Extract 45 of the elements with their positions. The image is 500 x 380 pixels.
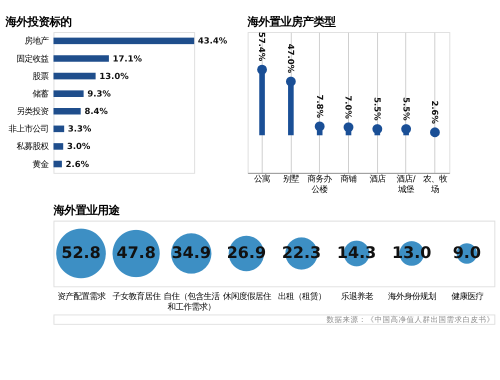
data-label: 5.5% — [372, 97, 382, 122]
y-tick-label: 私募股权 — [16, 141, 48, 152]
y-tick-label: 固定收益 — [16, 53, 48, 64]
data-label: 3.0% — [66, 141, 91, 152]
chart-title: 海外置业房产类型 — [246, 15, 336, 28]
data-label: 47.0% — [286, 44, 296, 74]
data-label: 2.6% — [430, 100, 440, 124]
data-label: 9.3% — [87, 88, 112, 98]
x-tick-label: 商铺 — [340, 174, 356, 184]
x-tick-label: 酒店/城堡 — [396, 174, 416, 194]
x-tick-label: 商务办公楼 — [308, 174, 332, 194]
y-tick-label: 股票 — [32, 70, 48, 81]
data-label: 43.4% — [198, 36, 228, 46]
x-tick-label: 农、牧场 — [422, 174, 447, 194]
category-label: 资产配置需求 — [57, 290, 106, 301]
data-label: 52.8 — [61, 243, 101, 262]
y-tick-label: 房地产 — [24, 36, 48, 46]
y-tick-label: 另类投资 — [16, 106, 48, 116]
text: 海外置业用途 — [52, 204, 120, 218]
y-tick-label: 非上市公司 — [8, 124, 48, 134]
data-label: 5.5% — [401, 97, 412, 122]
source-note: 数据来源：《中国高净值人群出国需求白皮书》 — [326, 314, 494, 324]
data-label: 17.1% — [112, 53, 142, 64]
data-label: 34.9 — [172, 243, 211, 262]
data-label: 57.4% — [257, 32, 268, 62]
data-label: 3.3% — [68, 124, 92, 134]
data-label: 13.0% — [99, 70, 130, 81]
data-label: 7.0% — [344, 95, 354, 120]
y-tick-label: 储蓄 — [32, 88, 48, 98]
category-label: 自住（包含生活和工作需求） — [164, 290, 220, 312]
data-label: 47.8 — [116, 243, 156, 262]
category-label: 健康医疗 — [451, 290, 484, 301]
data-label: 8.4% — [84, 106, 108, 116]
chart-title: 海外投资标的 — [4, 16, 72, 29]
y-tick-label: 黄金 — [32, 158, 48, 169]
category-label: 乐退养老 — [341, 290, 374, 301]
x-tick-label: 别墅 — [282, 174, 299, 184]
data-label: 2.6% — [66, 158, 90, 169]
category-label: 子女教育居住 — [112, 290, 161, 301]
category-label: 出租（租赁） — [278, 290, 326, 301]
x-tick-label: 酒店 — [369, 174, 386, 184]
data-label: 7.8% — [314, 94, 325, 118]
x-tick-label: 公寓 — [254, 174, 270, 184]
category-label: 休闲度假居住 — [222, 290, 271, 301]
category-label: 海外身份规划 — [388, 290, 436, 301]
